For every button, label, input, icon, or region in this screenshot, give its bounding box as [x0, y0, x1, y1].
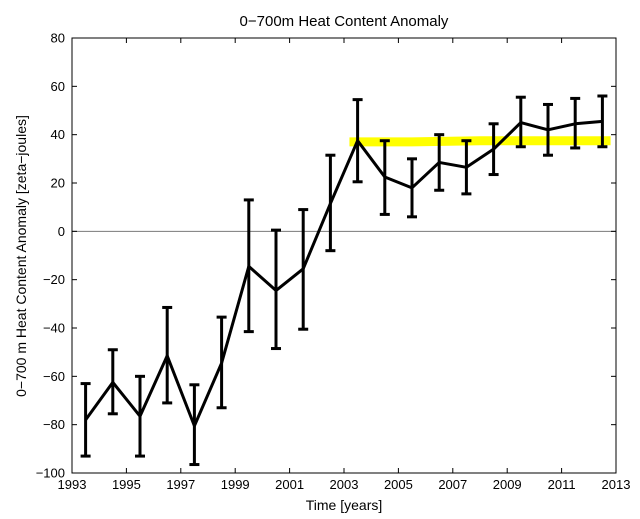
y-axis: −100 −80 −60 −40 −20 0 20 40 60 80: [36, 31, 616, 481]
plot-frame: [71, 37, 617, 474]
x-tick-label: 2005: [384, 477, 413, 492]
y-tick-label: −100: [36, 466, 65, 481]
x-axis-label: Time [years]: [306, 497, 383, 513]
trend-highlight-line: [349, 136, 611, 147]
y-tick-label: 0: [58, 224, 65, 239]
y-tick-label: 80: [51, 31, 65, 46]
y-tick-label: 40: [51, 127, 65, 142]
x-tick-label: 2003: [330, 477, 359, 492]
data-layer: [80, 94, 608, 467]
x-tick-label: 2001: [275, 477, 304, 492]
x-tick-label: 2009: [493, 477, 522, 492]
x-tick-label: 2013: [602, 477, 631, 492]
x-tick-label: 1999: [221, 477, 250, 492]
y-tick-label: −80: [43, 417, 65, 432]
series-line: [84, 119, 603, 428]
y-tick-label: −60: [43, 369, 65, 384]
highlight-layer: [349, 136, 611, 147]
y-tick-label: −20: [43, 272, 65, 287]
x-tick-label: 2011: [548, 477, 576, 492]
chart-title: 0−700m Heat Content Anomaly: [240, 13, 449, 30]
y-tick-label: 20: [51, 176, 65, 191]
y-tick-label: −40: [43, 321, 65, 336]
y-axis-label: 0−700 m Heat Content Anomaly [zeta−joule…: [13, 115, 29, 397]
x-tick-label: 1997: [166, 477, 195, 492]
x-tick-label: 2007: [438, 477, 467, 492]
x-tick-label: 1993: [58, 477, 87, 492]
y-tick-label: 60: [51, 79, 65, 94]
x-tick-label: 1995: [112, 477, 141, 492]
x-axis: 1993 1995 1997 1999 2001 2003 2005 2007 2009 2011…: [58, 38, 631, 492]
